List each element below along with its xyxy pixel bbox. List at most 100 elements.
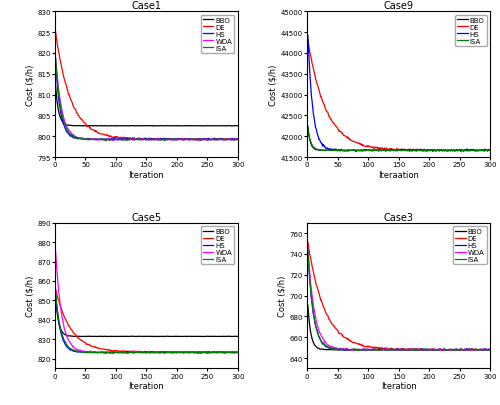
ISA: [306, 131, 312, 136]
ISA: [459, 148, 465, 153]
HS: [305, 249, 311, 254]
BBO: [414, 149, 420, 153]
Legend: BBO, DE, HS, ISA: BBO, DE, HS, ISA: [455, 16, 486, 47]
Line: BBO: BBO: [308, 127, 490, 151]
BBO: [459, 149, 465, 153]
DE: [412, 147, 418, 152]
BBO: [305, 124, 311, 129]
WDA: [206, 138, 212, 143]
ISA: [206, 137, 212, 142]
HS: [306, 258, 312, 262]
DE: [160, 136, 166, 141]
BBO: [52, 295, 59, 300]
BBO: [414, 347, 420, 352]
HS: [100, 351, 106, 356]
HS: [206, 350, 212, 355]
ISA: [459, 347, 465, 352]
BBO: [459, 347, 465, 352]
BBO: [218, 334, 224, 339]
DE: [414, 346, 420, 351]
HS: [164, 136, 170, 141]
HS: [417, 147, 423, 152]
WDA: [414, 348, 420, 353]
DE: [306, 42, 312, 47]
HS: [52, 62, 59, 67]
WDA: [305, 246, 311, 251]
ISA: [162, 350, 168, 355]
HS: [487, 347, 493, 352]
Line: DE: DE: [56, 33, 238, 141]
Line: HS: HS: [308, 251, 490, 350]
HS: [161, 138, 167, 143]
WDA: [206, 350, 212, 355]
BBO: [470, 149, 476, 153]
DE: [459, 347, 465, 352]
ISA: [235, 138, 241, 143]
BBO: [206, 334, 212, 339]
DE: [487, 149, 493, 153]
BBO: [417, 347, 423, 352]
HS: [459, 347, 465, 352]
HS: [417, 347, 423, 352]
DE: [164, 350, 170, 355]
DE: [305, 38, 311, 43]
WDA: [235, 138, 241, 143]
DE: [164, 138, 170, 143]
ISA: [487, 347, 493, 352]
BBO: [235, 124, 241, 129]
DE: [414, 147, 420, 152]
WDA: [52, 249, 59, 254]
DE: [414, 347, 420, 352]
Legend: BBO, DE, HS, WDA, ISA: BBO, DE, HS, WDA, ISA: [201, 226, 234, 265]
DE: [459, 149, 465, 153]
DE: [235, 137, 241, 142]
BBO: [414, 149, 420, 153]
WDA: [53, 258, 59, 263]
BBO: [161, 334, 167, 339]
ISA: [487, 149, 493, 153]
HS: [414, 148, 420, 153]
BBO: [53, 302, 59, 307]
HS: [470, 148, 476, 153]
Y-axis label: Cost ($/h): Cost ($/h): [269, 64, 278, 106]
WDA: [218, 138, 224, 143]
BBO: [470, 347, 476, 352]
Line: ISA: ISA: [308, 129, 490, 151]
ISA: [164, 137, 170, 142]
ISA: [305, 127, 311, 132]
HS: [306, 46, 312, 51]
WDA: [195, 139, 201, 144]
DE: [487, 347, 493, 352]
ISA: [414, 149, 420, 153]
HS: [305, 34, 311, 39]
BBO: [53, 92, 59, 97]
HS: [162, 137, 168, 142]
WDA: [487, 347, 493, 352]
BBO: [162, 334, 168, 339]
HS: [414, 348, 420, 353]
ISA: [417, 149, 423, 153]
ISA: [470, 347, 476, 352]
Line: ISA: ISA: [56, 294, 238, 354]
ISA: [162, 138, 168, 143]
HS: [218, 137, 224, 142]
WDA: [52, 56, 59, 61]
HS: [459, 149, 465, 153]
ISA: [414, 348, 420, 353]
WDA: [235, 350, 241, 355]
Title: Case5: Case5: [132, 212, 162, 222]
X-axis label: Iteration: Iteration: [380, 382, 416, 390]
ISA: [218, 350, 224, 355]
WDA: [164, 350, 170, 354]
BBO: [235, 334, 241, 339]
HS: [52, 293, 59, 298]
BBO: [414, 347, 420, 352]
ISA: [53, 298, 59, 303]
HS: [353, 150, 359, 155]
WDA: [195, 351, 201, 356]
Line: BBO: BBO: [56, 87, 238, 127]
DE: [417, 347, 423, 352]
Line: BBO: BBO: [308, 305, 490, 350]
HS: [470, 347, 476, 352]
WDA: [218, 350, 224, 355]
